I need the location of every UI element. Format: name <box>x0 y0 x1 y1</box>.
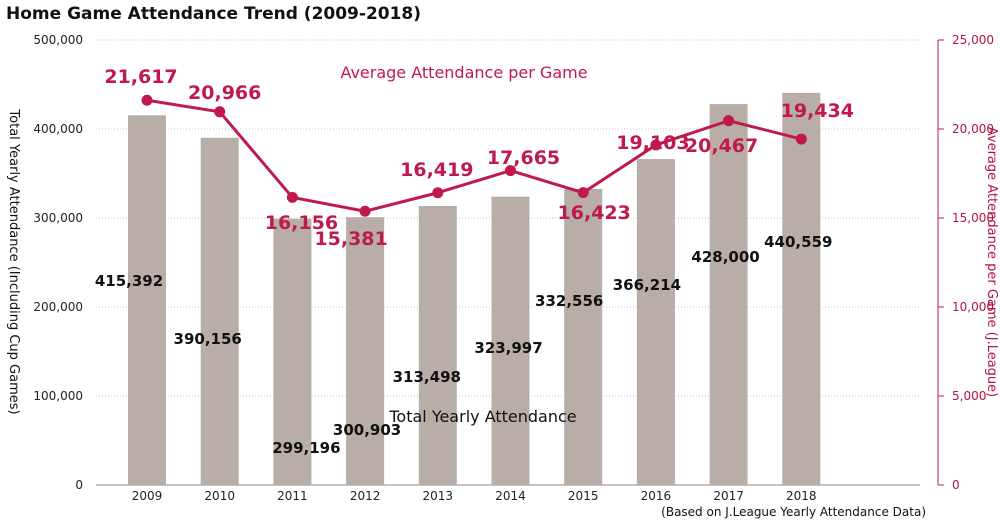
line-data-label: 16,423 <box>558 202 631 224</box>
bar-series-annotation: Total Yearly Attendance <box>388 407 576 426</box>
bar-data-label: 299,196 <box>272 439 340 457</box>
left-tick-label: 200,000 <box>33 300 83 314</box>
bar-series <box>128 92 821 486</box>
bar <box>636 159 675 486</box>
bar <box>346 217 385 485</box>
series-point <box>505 165 516 177</box>
left-tick-label: 400,000 <box>33 122 83 136</box>
series-point <box>577 187 589 199</box>
x-tick-label: 2018 <box>786 489 817 503</box>
bar-data-label: 440,559 <box>764 233 832 251</box>
left-axis-label: Total Yearly Attendance (Including Cup G… <box>6 108 21 414</box>
bar <box>273 218 312 485</box>
series-line <box>146 98 802 213</box>
right-tick-label: 0 <box>952 478 960 492</box>
left-axis-ticks: 0 100,000 200,000 300,000 400,000 500,000 <box>33 33 83 492</box>
line-data-label: 17,665 <box>487 147 560 169</box>
series-point <box>432 187 444 199</box>
bar-data-label: 390,156 <box>174 330 242 348</box>
source-note: (Based on J.League Yearly Attendance Dat… <box>661 505 926 519</box>
right-tick-label: 20,000 <box>952 122 994 136</box>
line-data-label: 16,419 <box>400 159 473 181</box>
bar-data-label: 366,214 <box>613 276 681 294</box>
series-point <box>141 94 153 106</box>
line-data-label: 20,467 <box>685 135 758 157</box>
bar <box>200 137 239 485</box>
right-axis-ticks: 0 5,000 10,000 15,000 20,000 25,000 <box>938 33 994 492</box>
line-series-annotation: Average Attendance per Game <box>340 63 587 82</box>
bar-data-label: 332,556 <box>535 292 603 310</box>
bar-data-label: 313,498 <box>393 368 461 386</box>
bar <box>128 115 166 485</box>
x-tick-label: 2012 <box>350 489 381 503</box>
bar <box>564 189 603 486</box>
x-tick-label: 2015 <box>568 489 599 503</box>
bar <box>491 196 530 485</box>
x-tick-label: 2013 <box>423 489 454 503</box>
bar <box>418 205 457 485</box>
left-tick-label: 0 <box>75 478 83 492</box>
x-tick-label: 2010 <box>204 489 235 503</box>
bar-data-label: 415,392 <box>95 272 163 290</box>
series-point <box>723 115 735 127</box>
left-tick-label: 300,000 <box>33 211 83 225</box>
right-tick-label: 25,000 <box>952 33 994 47</box>
left-tick-label: 500,000 <box>33 33 83 47</box>
series-point <box>214 106 226 118</box>
right-tick-label: 5,000 <box>952 389 986 403</box>
bar-data-label: 323,997 <box>474 339 542 357</box>
x-tick-label: 2016 <box>641 489 672 503</box>
x-tick-label: 2011 <box>277 489 308 503</box>
series-point <box>650 139 662 151</box>
series-point <box>286 191 298 203</box>
line-series <box>141 94 807 217</box>
x-tick-label: 2014 <box>495 489 526 503</box>
bar-data-label: 428,000 <box>691 248 759 266</box>
x-axis-ticks: 2009 2010 2011 2012 2013 2014 2015 2016 2017 2018 <box>132 489 817 503</box>
series-point <box>795 133 807 145</box>
series-point <box>359 205 371 217</box>
line-data-label: 19,103 <box>616 132 689 154</box>
bar-data-label: 300,903 <box>333 421 401 439</box>
left-tick-label: 100,000 <box>33 389 83 403</box>
x-tick-label: 2009 <box>132 489 163 503</box>
right-axis-label: Average Attendance per Game (J.League) <box>984 127 999 398</box>
line-data-label: 15,381 <box>314 228 387 250</box>
x-tick-label: 2017 <box>713 489 744 503</box>
right-tick-label: 10,000 <box>952 300 994 314</box>
line-data-label: 20,966 <box>188 82 261 104</box>
right-tick-label: 15,000 <box>952 211 994 225</box>
line-data-label: 21,617 <box>104 66 177 88</box>
bar <box>782 92 821 485</box>
bar <box>709 104 748 485</box>
line-data-label: 19,434 <box>781 100 854 122</box>
chart-title: Home Game Attendance Trend (2009-2018) <box>6 4 421 24</box>
line-data-label: 16,156 <box>265 212 338 234</box>
